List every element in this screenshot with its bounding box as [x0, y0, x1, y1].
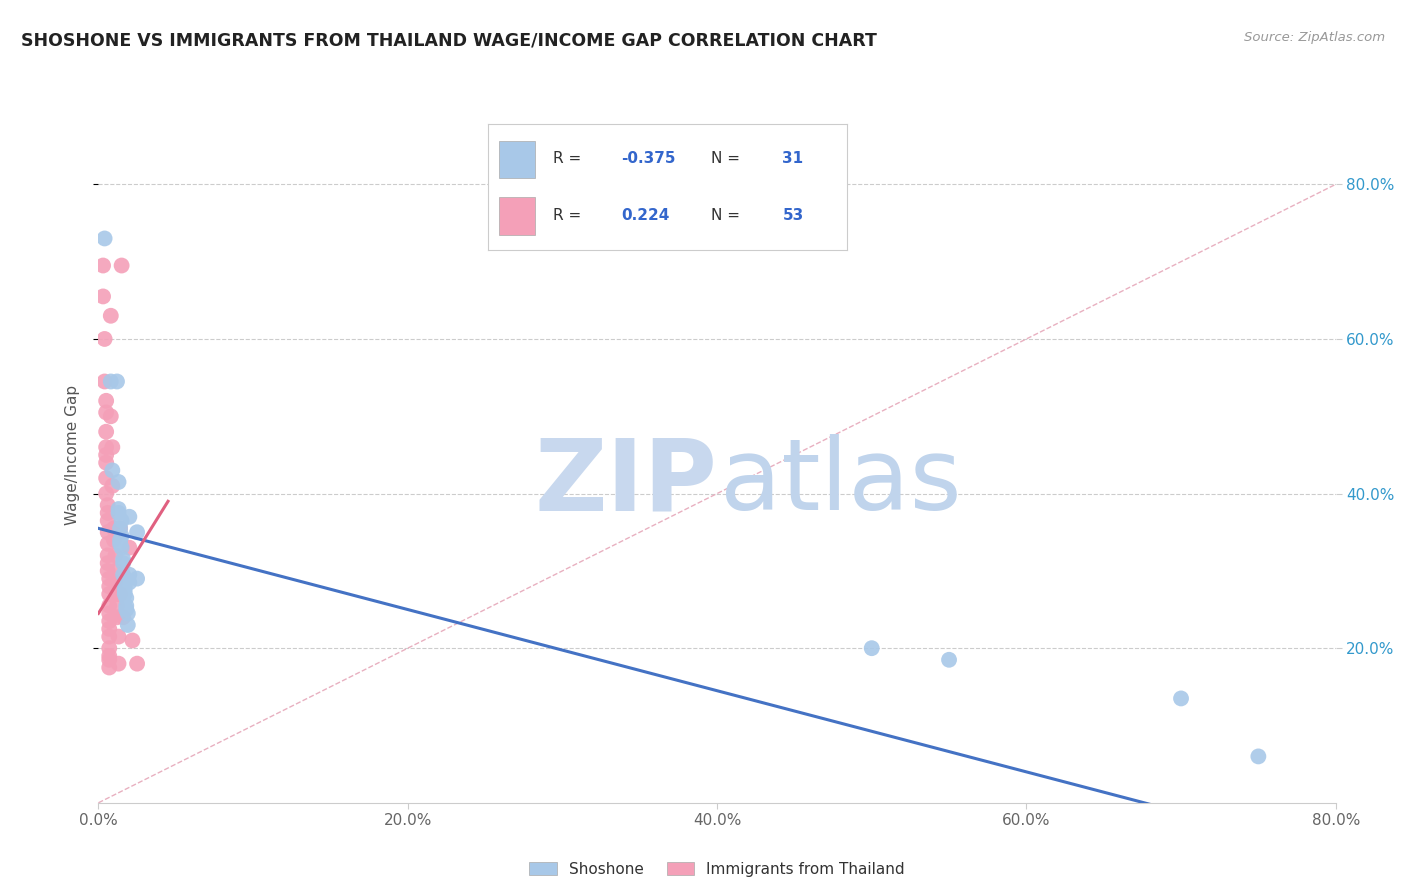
Point: [93, 375, 115, 389]
Point: [96, 486, 118, 500]
Point: [105, 610, 128, 624]
Text: ZIP: ZIP: [534, 434, 717, 532]
Point: [98, 572, 121, 586]
Point: [91, 289, 114, 303]
Text: SHOSHONE VS IMMIGRANTS FROM THAILAND WAGE/INCOME GAP CORRELATION CHART: SHOSHONE VS IMMIGRANTS FROM THAILAND WAG…: [21, 31, 877, 49]
Point: [97, 525, 120, 540]
Point: [97, 514, 120, 528]
Point: [98, 660, 121, 674]
Point: [108, 521, 131, 535]
Point: [98, 653, 121, 667]
Point: [97, 537, 120, 551]
Point: [100, 375, 122, 389]
Point: [127, 572, 149, 586]
Text: atlas: atlas: [720, 434, 962, 532]
Point: [98, 614, 121, 628]
Point: [1247, 749, 1270, 764]
Point: [96, 405, 118, 419]
Point: [108, 537, 131, 551]
Point: [115, 602, 138, 616]
Point: [108, 587, 131, 601]
Point: [107, 475, 129, 489]
Point: [114, 583, 136, 598]
Point: [112, 610, 135, 624]
Point: [115, 591, 138, 605]
Point: [860, 641, 883, 656]
Point: [91, 259, 114, 273]
Point: [101, 440, 124, 454]
Point: [100, 309, 122, 323]
Point: [103, 533, 125, 547]
Point: [114, 579, 136, 593]
Point: [117, 618, 139, 632]
Point: [100, 409, 122, 424]
Point: [105, 375, 128, 389]
Point: [96, 448, 118, 462]
Point: [108, 533, 131, 547]
Point: [111, 541, 134, 555]
Point: [107, 506, 129, 520]
Point: [118, 567, 141, 582]
Point: [101, 463, 124, 477]
Point: [93, 231, 115, 245]
Y-axis label: Wage/Income Gap: Wage/Income Gap: [65, 384, 80, 525]
Point: [111, 514, 134, 528]
Point: [98, 607, 121, 621]
Point: [118, 541, 141, 555]
Point: [98, 587, 121, 601]
Point: [118, 509, 141, 524]
Point: [96, 456, 118, 470]
Point: [97, 556, 120, 570]
Point: [105, 587, 128, 601]
Point: [98, 579, 121, 593]
Point: [104, 549, 127, 563]
Point: [108, 521, 131, 535]
Point: [103, 521, 125, 535]
Point: [111, 259, 134, 273]
Point: [96, 393, 118, 408]
Point: [98, 630, 121, 644]
Point: [97, 506, 120, 520]
Point: [104, 575, 127, 590]
Point: [107, 502, 129, 516]
Point: [1170, 691, 1192, 706]
Point: [101, 479, 124, 493]
Point: [107, 657, 129, 671]
Point: [96, 425, 118, 439]
Point: [938, 653, 960, 667]
Point: [127, 657, 149, 671]
Point: [97, 564, 120, 578]
Point: [98, 599, 121, 613]
Point: [98, 641, 121, 656]
Point: [118, 575, 141, 590]
Point: [98, 622, 121, 636]
Point: [97, 549, 120, 563]
Point: [93, 332, 115, 346]
Point: [121, 633, 143, 648]
Point: [96, 471, 118, 485]
Point: [112, 567, 135, 582]
Point: [112, 556, 135, 570]
Point: [104, 564, 127, 578]
Point: [105, 599, 128, 613]
Point: [98, 648, 121, 663]
Text: Source: ZipAtlas.com: Source: ZipAtlas.com: [1244, 31, 1385, 45]
Point: [112, 552, 135, 566]
Point: [115, 599, 138, 613]
Point: [111, 529, 134, 543]
Point: [96, 440, 118, 454]
Point: [97, 498, 120, 512]
Legend: Shoshone, Immigrants from Thailand: Shoshone, Immigrants from Thailand: [523, 855, 911, 883]
Point: [107, 630, 129, 644]
Point: [114, 587, 136, 601]
Point: [117, 607, 139, 621]
Point: [127, 525, 149, 540]
